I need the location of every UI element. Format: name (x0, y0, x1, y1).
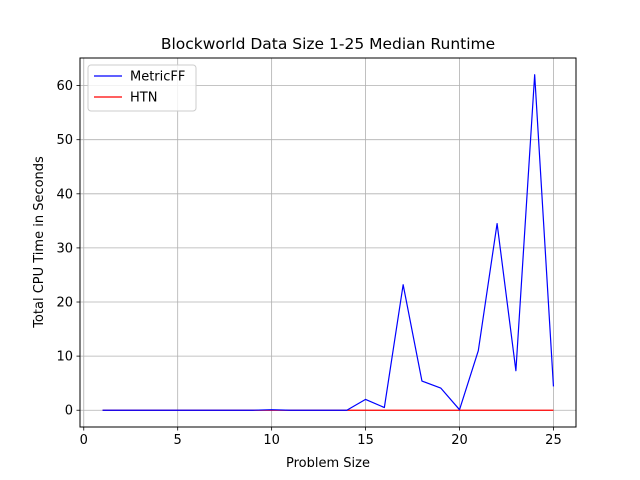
y-axis-label: Total CPU Time in Seconds (32, 156, 47, 329)
x-tick-label: 20 (451, 433, 468, 448)
legend-label: MetricFF (130, 70, 185, 85)
y-tick-label: 0 (65, 404, 73, 419)
plot-area-frame (79, 57, 577, 428)
y-tick-label: 50 (56, 133, 73, 148)
y-tick-label: 60 (56, 79, 73, 94)
series-line-metricff (102, 74, 555, 411)
legend: MetricFF HTN (87, 64, 197, 112)
y-tick-label: 40 (56, 187, 73, 202)
y-tick-label: 10 (56, 350, 73, 365)
x-tick-label: 5 (174, 433, 182, 448)
x-tick-label: 25 (545, 433, 562, 448)
x-tick-label: 10 (263, 433, 280, 448)
axis-ticks: 0 5 10 15 20 25 0 10 20 30 40 50 60 (56, 79, 561, 448)
chart-title: Blockworld Data Size 1-25 Median Runtime (161, 35, 495, 53)
x-axis-label: Problem Size (286, 456, 370, 471)
x-tick-label: 15 (357, 433, 374, 448)
y-tick-label: 30 (56, 241, 73, 256)
legend-label: HTN (130, 91, 157, 106)
series-lines (102, 74, 555, 411)
y-tick-label: 20 (56, 296, 73, 311)
x-tick-label: 0 (80, 433, 88, 448)
